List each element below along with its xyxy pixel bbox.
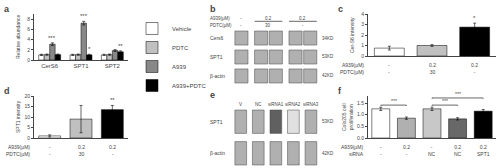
svg-text:53KD: 53KD [322, 119, 334, 124]
svg-text:0: 0 [361, 53, 364, 59]
svg-text:A939: A939 [172, 64, 187, 70]
svg-text:β-actin: β-actin [210, 73, 225, 79]
svg-text:**: ** [110, 97, 115, 103]
svg-text:2: 2 [27, 47, 30, 53]
svg-text:4: 4 [361, 11, 364, 17]
svg-text:0.0: 0.0 [357, 135, 364, 141]
svg-text:A939+PDTC: A939+PDTC [172, 83, 207, 89]
svg-text:42KD: 42KD [322, 151, 334, 156]
svg-text:V: V [239, 102, 242, 107]
svg-text:0.230: 0.230 [429, 62, 436, 75]
svg-text:Cer-S6 intensity: Cer-S6 intensity [349, 17, 355, 53]
svg-text:1: 1 [361, 42, 364, 48]
svg-text:8: 8 [27, 16, 30, 22]
svg-text:-: - [302, 23, 304, 28]
svg-text:4: 4 [27, 36, 30, 42]
svg-text:34KD: 34KD [322, 36, 334, 41]
svg-text:A939(μM): A939(μM) [210, 16, 230, 21]
svg-text:0.2: 0.2 [299, 16, 306, 21]
svg-text:e: e [210, 90, 215, 100]
svg-text:*: * [88, 46, 91, 52]
svg-text:***: *** [80, 13, 88, 19]
svg-text:-: - [240, 23, 242, 28]
svg-text:0.2-: 0.2- [403, 144, 410, 157]
svg-text:Cers6: Cers6 [210, 35, 224, 41]
svg-text:10: 10 [24, 114, 30, 120]
svg-text:***: *** [455, 91, 461, 97]
svg-text:Relative abundance: Relative abundance [15, 15, 21, 59]
svg-text:CerS6: CerS6 [41, 63, 59, 69]
svg-text:siRNA1: siRNA1 [268, 102, 284, 107]
svg-text:SPT1: SPT1 [73, 63, 89, 69]
svg-text:siRNA3: siRNA3 [303, 102, 319, 107]
svg-text:20: 20 [24, 93, 30, 99]
svg-text:6: 6 [27, 26, 30, 32]
svg-text:3: 3 [361, 21, 364, 27]
svg-text:**: ** [118, 43, 123, 49]
svg-text:15: 15 [24, 103, 30, 109]
svg-text:30: 30 [265, 23, 271, 28]
svg-text:SPT1: SPT1 [210, 54, 223, 60]
svg-text:SPT1: SPT1 [210, 119, 223, 125]
svg-text:SPT2: SPT2 [105, 63, 121, 69]
svg-text:d: d [4, 86, 10, 96]
svg-text:a: a [4, 4, 10, 14]
svg-text:--: -- [49, 144, 51, 157]
svg-text:β-actin: β-actin [210, 150, 225, 156]
svg-text:NC: NC [255, 102, 262, 107]
svg-text:Vehicle: Vehicle [172, 26, 192, 32]
svg-text:*: * [473, 15, 476, 21]
svg-text:PDTC(μM): PDTC(μM) [210, 23, 232, 28]
svg-text:PDTC: PDTC [172, 45, 189, 51]
svg-text:Colo205 cellproliferation: Colo205 cellproliferation [341, 103, 354, 131]
svg-text:***: *** [48, 35, 56, 41]
svg-text:42KD: 42KD [322, 73, 334, 78]
svg-text:--: -- [388, 62, 390, 75]
svg-text:0.5: 0.5 [357, 123, 364, 129]
svg-text:b: b [210, 4, 216, 14]
svg-text:A939(μM)siRNA: A939(μM)siRNA [341, 144, 364, 157]
svg-text:A939(μM)PDTC(μM): A939(μM)PDTC(μM) [6, 144, 30, 157]
svg-text:f: f [338, 86, 342, 96]
svg-text:--: -- [380, 144, 382, 157]
svg-text:siRNA2: siRNA2 [285, 102, 301, 107]
svg-text:A939(μM)PDTC(μM): A939(μM)PDTC(μM) [340, 62, 364, 75]
svg-text:***: *** [391, 98, 397, 104]
svg-text:0.2-: 0.2- [471, 62, 478, 75]
svg-text:1.0: 1.0 [357, 111, 364, 117]
svg-text:5: 5 [27, 124, 30, 130]
svg-text:0: 0 [27, 135, 30, 141]
svg-text:0.2NC: 0.2NC [454, 144, 462, 157]
svg-text:0.230: 0.230 [78, 144, 85, 157]
svg-text:53KD: 53KD [322, 54, 334, 59]
svg-text:0.2: 0.2 [265, 16, 272, 21]
svg-text:c: c [338, 4, 343, 14]
svg-text:0.2-: 0.2- [109, 144, 116, 157]
svg-text:0.2SPT1: 0.2SPT1 [477, 144, 490, 157]
svg-text:-NC: -NC [428, 144, 436, 157]
svg-text:-: - [240, 16, 242, 21]
svg-text:SPT1 intensity: SPT1 intensity [15, 100, 21, 133]
svg-text:1.5: 1.5 [357, 100, 364, 106]
svg-text:2: 2 [361, 32, 364, 38]
svg-text:***: *** [442, 98, 448, 104]
svg-text:0: 0 [27, 57, 30, 63]
